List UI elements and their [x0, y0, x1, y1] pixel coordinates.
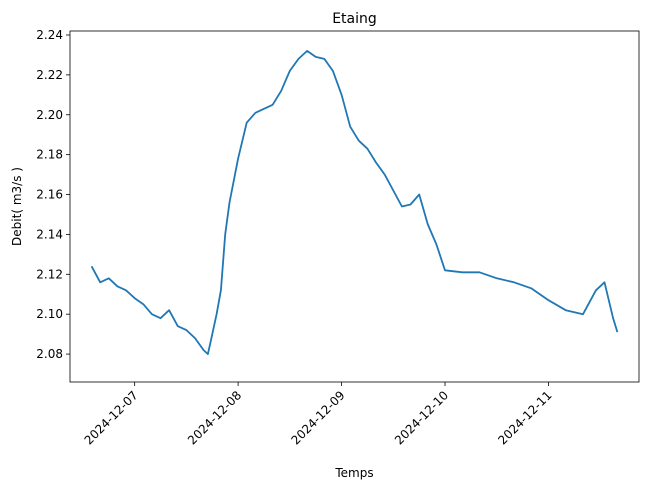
y-tick-label: 2.24	[36, 28, 63, 42]
x-tick-label: 2024-12-10	[392, 388, 451, 447]
y-tick-label: 2.10	[36, 307, 63, 321]
y-axis: 2.08 2.10 2.12 2.14 2.16 2.18 2.20 2.22 2.24	[36, 28, 70, 361]
x-tick-label: 2024-12-09	[288, 388, 347, 447]
y-tick-label: 2.22	[36, 68, 63, 82]
y-tick-label: 2.08	[36, 347, 63, 361]
chart-title: Etaing	[332, 11, 377, 27]
axes-frame	[69, 30, 640, 383]
x-axis-label: Temps	[334, 466, 373, 480]
x-axis: 2024-12-07 2024-12-08 2024-12-09 2024-12-10…	[82, 382, 555, 447]
series-line	[90, 50, 619, 355]
x-tick-label: 2024-12-11	[495, 388, 554, 447]
plot-area	[90, 50, 619, 355]
y-tick-label: 2.18	[36, 148, 63, 162]
x-tick-label: 2024-12-08	[185, 388, 244, 447]
x-tick-label: 2024-12-07	[82, 388, 141, 447]
y-tick-label: 2.20	[36, 108, 63, 122]
y-tick-label: 2.16	[36, 188, 63, 202]
y-axis-label: Debit( m3/s )	[10, 167, 24, 246]
y-tick-label: 2.14	[36, 227, 63, 241]
y-tick-label: 2.12	[36, 267, 63, 281]
